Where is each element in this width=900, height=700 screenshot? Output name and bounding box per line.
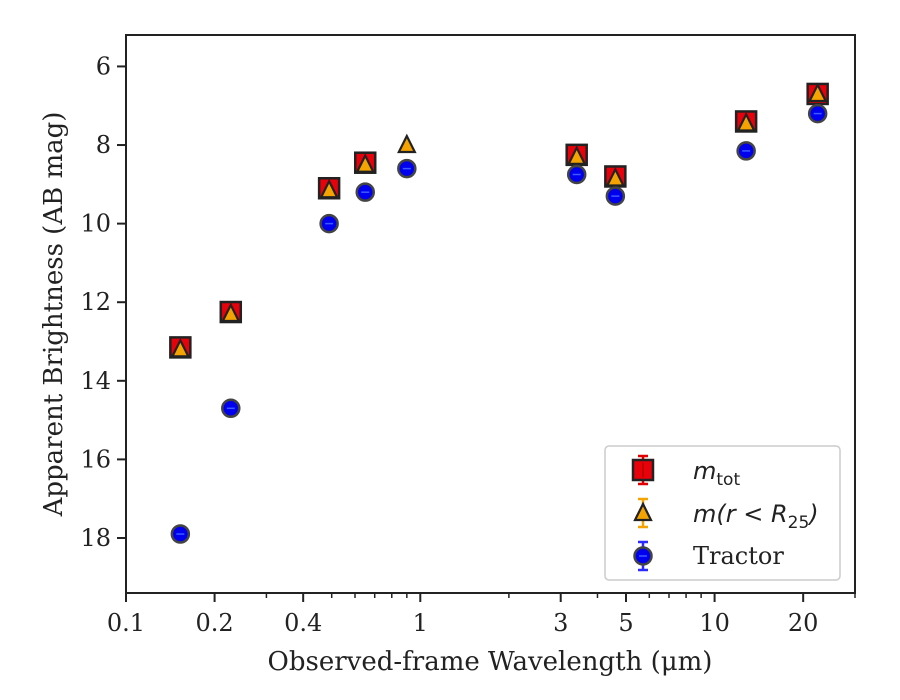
y-tick-label: 10	[80, 210, 111, 238]
x-axis-ticks: 0.1 0.2 0.4 1 3 5 10 20	[107, 593, 856, 637]
legend-label: Tractor	[693, 542, 784, 570]
circle-marker-point	[807, 103, 828, 124]
triangle-marker-point	[397, 133, 417, 154]
circle-marker-point	[221, 398, 241, 419]
circle-marker-point	[397, 158, 417, 179]
x-tick-label: 0.1	[107, 609, 145, 637]
y-tick-label: 16	[80, 445, 111, 473]
triangle-marker-point	[605, 166, 626, 187]
triangle-marker-point	[170, 337, 191, 358]
circle-marker-point	[170, 524, 191, 544]
legend-square-marker	[631, 458, 655, 482]
triangle-marker-point	[807, 82, 828, 103]
triangle-marker-point	[319, 178, 339, 199]
y-tick-label: 12	[80, 288, 111, 316]
x-tick-label: 1	[413, 609, 428, 637]
x-axis-label: Observed-frame Wavelength (μm)	[268, 647, 713, 677]
circle-marker-point	[355, 182, 375, 202]
x-tick-label: 10	[699, 609, 730, 637]
circle-marker-point	[566, 164, 587, 185]
x-tick-label: 0.2	[196, 609, 234, 637]
y-tick-label: 14	[80, 367, 111, 395]
y-tick-label: 8	[96, 131, 111, 159]
triangle-marker-point	[220, 302, 241, 323]
legend-box	[604, 445, 841, 581]
triangle-marker-point	[566, 145, 587, 165]
y-axis-label: Apparent Brightness (AB mag)	[39, 112, 69, 518]
triangle-marker-point	[736, 111, 756, 132]
circle-marker-point	[605, 186, 626, 206]
x-tick-label: 0.4	[284, 609, 322, 637]
legend-circle-marker	[633, 546, 653, 566]
circle-marker-point	[736, 141, 756, 161]
x-tick-label: 5	[618, 609, 633, 637]
x-tick-label: 3	[553, 609, 568, 637]
data-markers	[169, 82, 829, 544]
y-axis-ticks: 6 8 10 12 14 16 18	[80, 52, 126, 552]
triangle-marker-point	[355, 153, 376, 173]
y-tick-label: 18	[80, 524, 111, 552]
circle-marker-point	[319, 213, 339, 234]
plot-frame	[125, 34, 856, 594]
legend-triangle-marker	[633, 501, 653, 522]
x-tick-label: 20	[788, 609, 819, 637]
y-tick-label: 6	[96, 52, 111, 80]
